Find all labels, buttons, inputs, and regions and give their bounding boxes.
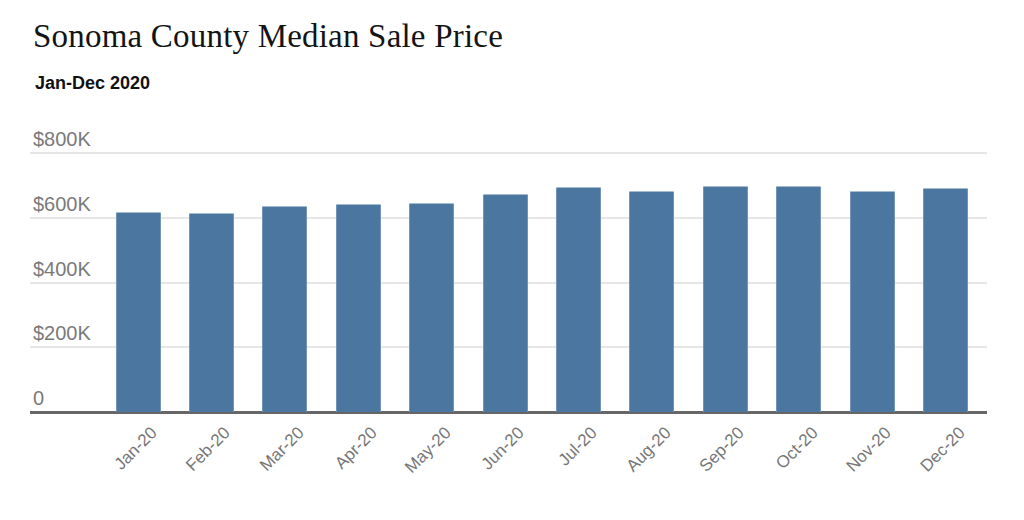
bar-may-20: [409, 203, 454, 412]
x-axis-tick-label: Oct-20: [745, 424, 821, 500]
bar-mar-20: [262, 206, 307, 412]
bar-jun-20: [483, 194, 528, 412]
chart-title: Sonoma County Median Sale Price: [33, 18, 503, 54]
bar-aug-20: [629, 191, 674, 412]
bar-apr-20: [336, 204, 381, 412]
y-axis-tick-label: $400K: [33, 259, 91, 279]
bar-jan-20: [116, 212, 161, 412]
y-axis-tick-label: 0: [33, 388, 44, 408]
x-axis-tick-label: Apr-20: [305, 424, 381, 500]
x-axis-tick-label: Sep-20: [672, 424, 748, 500]
x-axis-tick-label: Nov-20: [818, 424, 894, 500]
y-axis-tick-label: $600K: [33, 194, 91, 214]
bar-oct-20: [776, 186, 821, 412]
x-axis-tick-label: Mar-20: [231, 424, 307, 500]
bar-dec-20: [923, 188, 968, 412]
y-axis-tick-label: $200K: [33, 323, 91, 343]
x-axis-tick-label: Dec-20: [892, 424, 968, 500]
x-axis-tick-label: Jun-20: [451, 424, 527, 500]
bar-nov-20: [850, 191, 895, 412]
gridline-800k: [30, 152, 987, 154]
x-axis-tick-label: May-20: [378, 424, 454, 500]
x-axis-tick-label: Jan-20: [84, 424, 160, 500]
bar-jul-20: [556, 187, 601, 412]
bar-sep-20: [703, 186, 748, 412]
bar-feb-20: [189, 213, 234, 412]
chart-subtitle: Jan-Dec 2020: [35, 73, 150, 94]
x-axis-tick-label: Jul-20: [525, 424, 601, 500]
chart-canvas: Sonoma County Median Sale Price Jan-Dec …: [0, 0, 1024, 520]
y-axis-tick-label: $800K: [33, 129, 91, 149]
x-axis-tick-label: Feb-20: [158, 424, 234, 500]
x-axis-tick-label: Aug-20: [598, 424, 674, 500]
